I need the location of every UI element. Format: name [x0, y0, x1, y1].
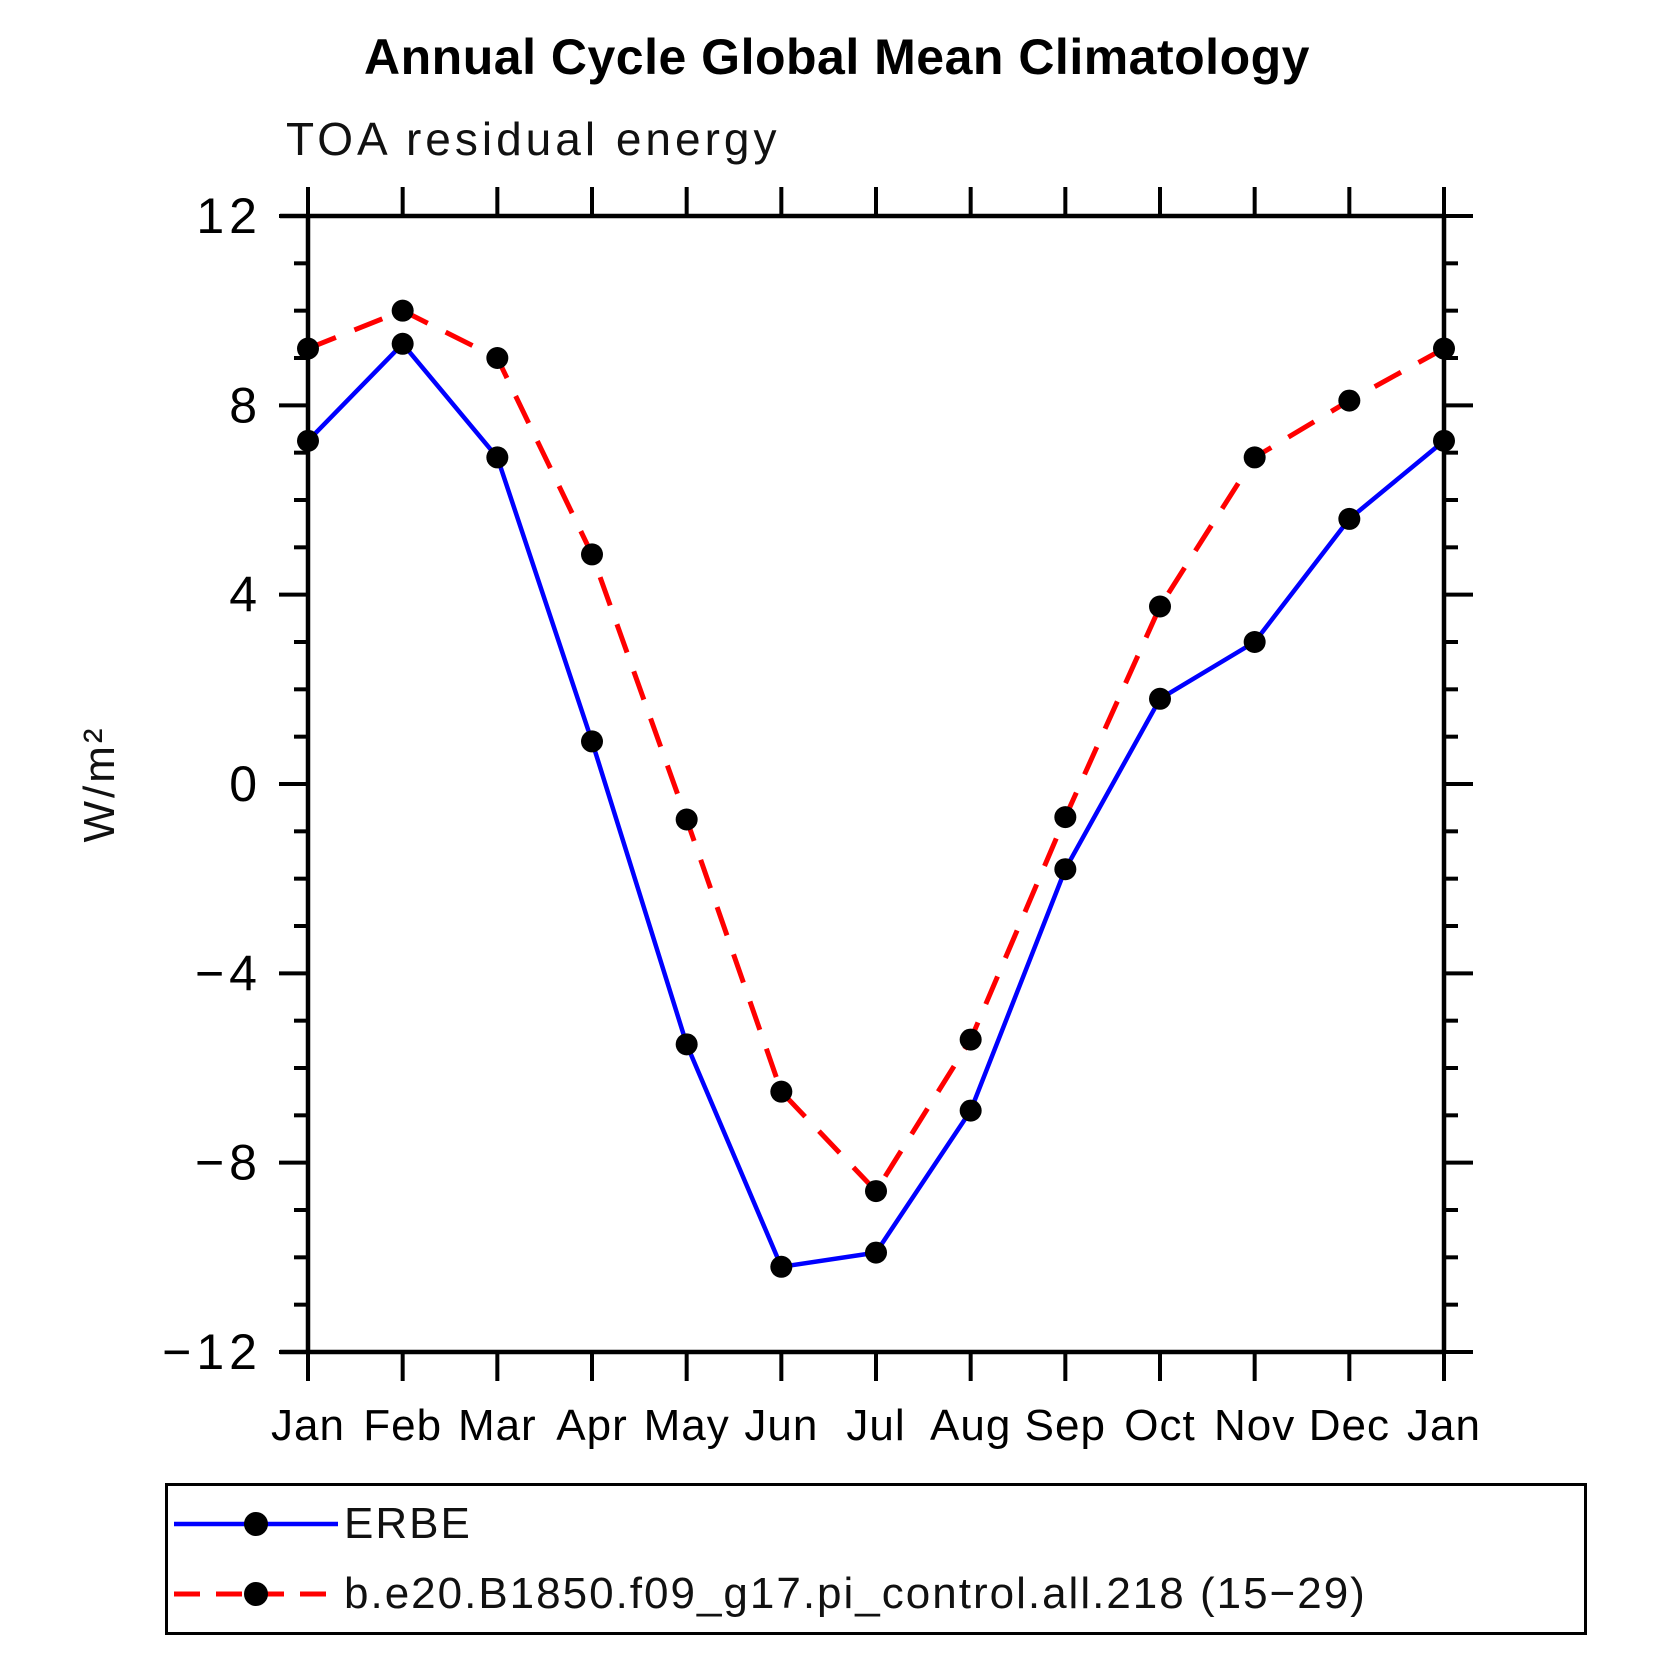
data-point-erbe — [1054, 858, 1077, 881]
data-point-model — [297, 337, 319, 360]
x-tick-label: Jan — [1407, 1401, 1481, 1450]
x-tick-label: Nov — [1214, 1401, 1295, 1450]
data-point-erbe — [959, 1099, 982, 1122]
y-tick-label: 4 — [229, 567, 262, 623]
legend-row-erbe: ERBE — [168, 1493, 1584, 1555]
x-tick-label: May — [644, 1401, 730, 1450]
legend-marker-erbe — [244, 1512, 268, 1536]
x-tick-label: Mar — [458, 1401, 537, 1450]
data-point-model — [1054, 806, 1077, 829]
data-point-erbe — [391, 332, 414, 355]
chart-subtitle: TOA residual energy — [286, 113, 781, 165]
data-point-model — [1338, 389, 1361, 412]
legend-line-sample-erbe — [174, 1512, 338, 1536]
data-point-erbe — [1433, 429, 1455, 452]
y-tick-label: −4 — [195, 945, 262, 1001]
data-point-model — [581, 543, 603, 566]
series-line-erbe — [306, 341, 1446, 1270]
series-line-model — [307, 308, 1446, 1194]
data-point-erbe — [1243, 631, 1266, 653]
y-tick-label: 8 — [229, 377, 262, 433]
data-point-model — [1149, 595, 1171, 618]
data-point-model — [959, 1028, 982, 1051]
legend: ERBE b.e20.B1850.f09_g17.pi_control.all.… — [165, 1483, 1587, 1635]
data-point-erbe — [1338, 507, 1361, 530]
x-tick-label: Jul — [846, 1401, 905, 1450]
y-tick-label: −12 — [162, 1324, 262, 1380]
legend-marker-model — [244, 1582, 268, 1606]
x-tick-label: Jun — [744, 1401, 818, 1450]
data-point-model — [865, 1180, 887, 1203]
data-point-model — [770, 1080, 793, 1103]
data-point-model — [1243, 446, 1266, 469]
legend-line-sample-model — [174, 1582, 338, 1606]
data-point-erbe — [581, 730, 603, 753]
chart-title: Annual Cycle Global Mean Climatology — [364, 29, 1310, 85]
data-point-model — [391, 299, 414, 322]
x-tick-label: Apr — [556, 1401, 627, 1450]
x-tick-label: Sep — [1025, 1401, 1106, 1450]
data-point-erbe — [770, 1255, 793, 1278]
data-point-erbe — [297, 429, 319, 452]
legend-label-model: b.e20.B1850.f09_g17.pi_control.all.218 (… — [344, 1569, 1367, 1618]
x-tick-label: Dec — [1309, 1401, 1390, 1450]
data-point-model — [486, 347, 509, 369]
x-tick-label: Aug — [930, 1401, 1011, 1450]
legend-label-erbe: ERBE — [344, 1499, 472, 1548]
y-tick-label: −8 — [195, 1135, 262, 1191]
x-tick-label: Jan — [271, 1401, 345, 1450]
x-tick-label: Feb — [363, 1401, 442, 1450]
data-point-model — [675, 808, 698, 831]
y-tick-label: 0 — [229, 756, 262, 812]
data-point-erbe — [865, 1241, 887, 1264]
data-point-erbe — [1149, 687, 1171, 710]
data-point-erbe — [675, 1033, 698, 1056]
data-point-erbe — [486, 446, 509, 469]
data-point-model — [1433, 337, 1455, 360]
legend-row-model: b.e20.B1850.f09_g17.pi_control.all.218 (… — [168, 1563, 1584, 1625]
x-tick-label: Oct — [1124, 1401, 1195, 1450]
y-tick-label: 12 — [196, 188, 262, 244]
